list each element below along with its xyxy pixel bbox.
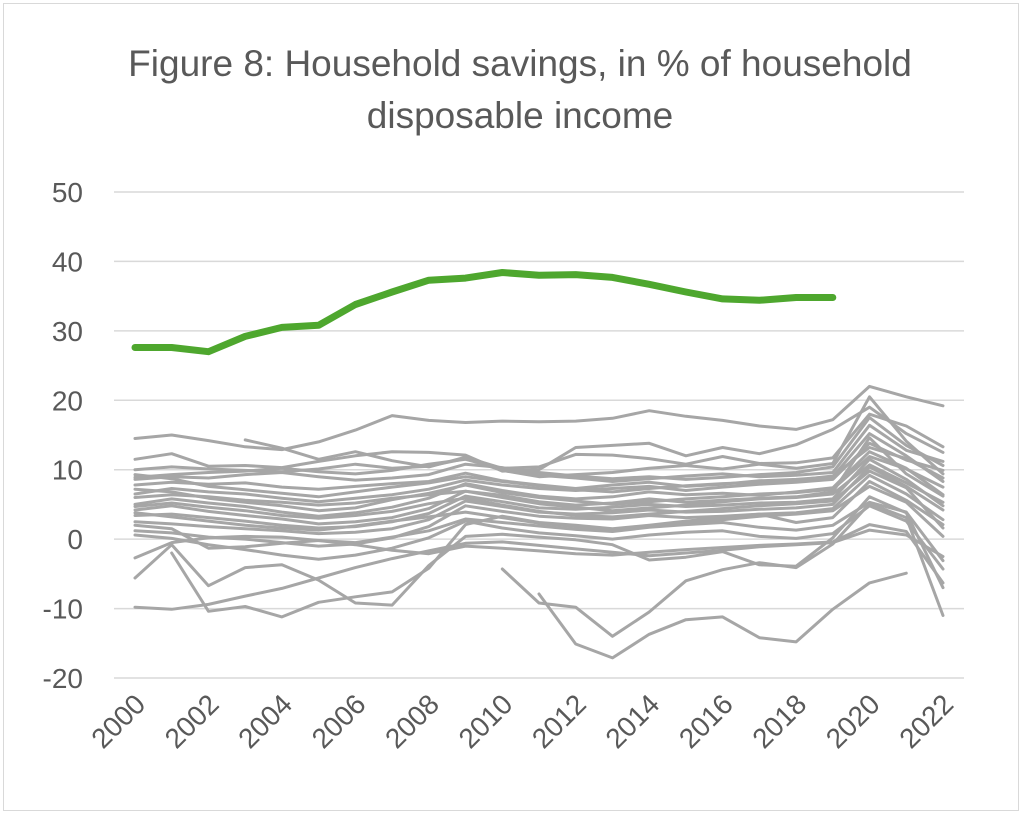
series-line — [133, 495, 945, 607]
x-tick-label: 2014 — [599, 688, 665, 754]
x-tick-label: 2018 — [746, 688, 812, 754]
x-tick-label: 2012 — [526, 688, 592, 754]
x-tick-label: 2010 — [453, 688, 519, 754]
series-line — [133, 455, 945, 513]
other-series-lines — [133, 384, 945, 660]
series-line — [133, 405, 945, 473]
series-line — [537, 571, 908, 660]
series-line — [133, 446, 945, 499]
y-tick-label: 30 — [52, 316, 83, 347]
series-line — [133, 473, 945, 548]
series-line — [133, 416, 945, 481]
x-tick-label: 2016 — [673, 688, 739, 754]
x-axis: 2000 2002 2004 2006 2008 2010 2012 2014 2016 2018… — [85, 688, 959, 754]
series-line — [133, 441, 945, 504]
y-tick-label: -10 — [43, 594, 83, 625]
highlight-series-path — [131, 269, 837, 356]
x-tick-label: 2000 — [85, 688, 151, 754]
series-line — [133, 469, 945, 530]
x-tick-label: 2006 — [306, 688, 372, 754]
highlight-series-line — [131, 269, 837, 356]
y-axis: -20 -10 0 10 20 30 40 50 — [43, 177, 83, 694]
x-tick-label: 2004 — [232, 688, 298, 754]
y-tick-label: 10 — [52, 455, 83, 486]
y-tick-label: 50 — [52, 177, 83, 208]
x-tick-label: 2002 — [159, 688, 225, 754]
series-line — [133, 423, 945, 483]
chart-title: Figure 8: Household savings, in % of hou… — [128, 43, 912, 136]
chart-frame — [3, 3, 1019, 811]
x-tick-label: 2008 — [379, 688, 445, 754]
series-line — [133, 457, 945, 530]
x-tick-label: 2022 — [893, 688, 959, 754]
x-tick-label: 2020 — [820, 688, 886, 754]
series-line — [133, 463, 945, 513]
series-line — [243, 412, 945, 470]
y-tick-label: -20 — [43, 663, 83, 694]
y-tick-label: 40 — [52, 246, 83, 277]
y-tick-label: 0 — [67, 524, 83, 555]
series-line — [133, 528, 945, 611]
series-line — [133, 504, 945, 571]
series-line — [133, 484, 945, 538]
series-line — [133, 500, 945, 563]
y-tick-label: 20 — [52, 385, 83, 416]
series-line — [133, 384, 945, 452]
series-line — [500, 502, 945, 638]
